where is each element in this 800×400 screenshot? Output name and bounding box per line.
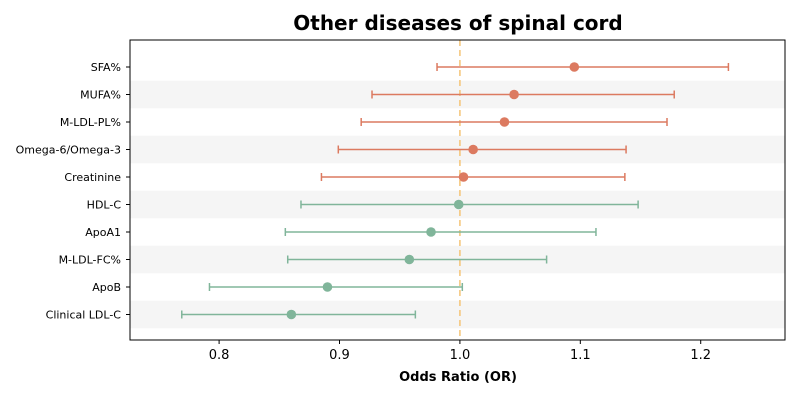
or-point (453, 199, 464, 210)
or-point (286, 309, 297, 320)
or-point (569, 62, 580, 72)
y-tick-label: MUFA% (80, 89, 121, 102)
estimate-sfa- (436, 62, 730, 72)
estimate-m-ldl-fc- (286, 254, 548, 265)
estimate-hdl-c (300, 199, 639, 210)
or-point (499, 117, 510, 127)
estimate-apob (208, 282, 464, 292)
chart-title: Other diseases of spinal cord (293, 11, 622, 35)
x-tick-label: 1.2 (690, 348, 711, 363)
estimate-mufa- (371, 89, 675, 100)
y-tick-label: ApoB (92, 281, 121, 294)
estimate-apoa1 (284, 227, 597, 237)
or-point (458, 172, 469, 182)
x-tick-label: 1.1 (570, 348, 591, 363)
or-point (426, 227, 436, 237)
x-tick-label: 0.8 (209, 348, 230, 363)
x-axis-label: Odds Ratio (OR) (399, 370, 517, 385)
x-axis-ticks: 0.8 0.9 1.0 1.1 1.2 (209, 340, 711, 363)
y-tick-label: Creatinine (64, 171, 121, 184)
y-tick-label: HDL-C (87, 199, 122, 212)
x-tick-label: 1.0 (450, 348, 471, 363)
or-point (404, 254, 415, 265)
y-axis-ticks: SFA% MUFA% M-LDL-PL% Omega-6/Omega-3 Creatin… (16, 61, 130, 322)
y-tick-label: SFA% (91, 61, 121, 74)
error-bar-marks (181, 62, 730, 320)
or-point (509, 89, 519, 100)
estimate-omega-6-omega-3 (337, 144, 627, 155)
or-point (322, 282, 333, 292)
estimate-creatinine (320, 172, 626, 182)
y-tick-label: Omega-6/Omega-3 (16, 144, 121, 157)
y-tick-label: M-LDL-FC% (59, 254, 121, 267)
y-tick-label: ApoA1 (85, 226, 121, 239)
axes-frame (129, 39, 786, 341)
or-point (468, 144, 478, 155)
estimate-clinical-ldl-c (181, 309, 417, 320)
y-tick-label: Clinical LDL-C (46, 309, 122, 322)
x-tick-label: 0.9 (329, 348, 350, 363)
estimate-m-ldl-pl- (360, 117, 668, 127)
y-tick-label: M-LDL-PL% (60, 116, 121, 129)
